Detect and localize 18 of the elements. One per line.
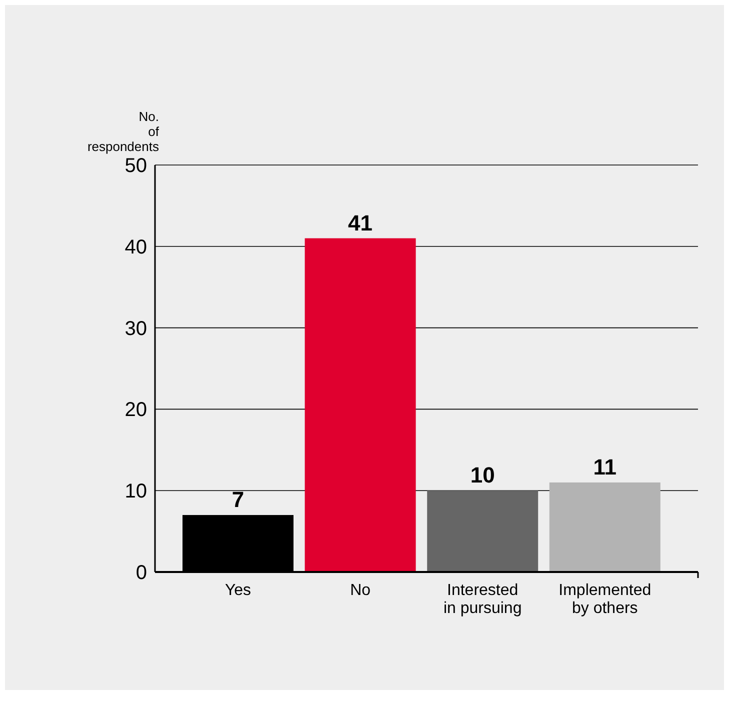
data-label: 11 — [593, 454, 617, 480]
y-tick-label: 40 — [124, 236, 147, 258]
x-tick-label: Interested in pursuing — [443, 582, 522, 617]
y-tick-label: 50 — [124, 155, 147, 177]
data-label: 7 — [232, 487, 244, 512]
bar — [304, 238, 416, 572]
data-label: 10 — [470, 462, 495, 488]
x-tick-label: Implemented by others — [558, 582, 652, 617]
x-tick-label: No — [350, 582, 371, 599]
bar — [427, 490, 538, 572]
data-label: 41 — [348, 210, 373, 236]
y-tick-label: 10 — [124, 480, 147, 503]
bar — [549, 482, 660, 572]
x-tick-label: Yes — [224, 582, 252, 599]
y-tick-label: 30 — [124, 318, 147, 340]
y-axis-title: No. of respondents — [87, 109, 160, 154]
y-tick-label: 20 — [124, 399, 147, 422]
y-tick-label: 0 — [136, 562, 147, 584]
